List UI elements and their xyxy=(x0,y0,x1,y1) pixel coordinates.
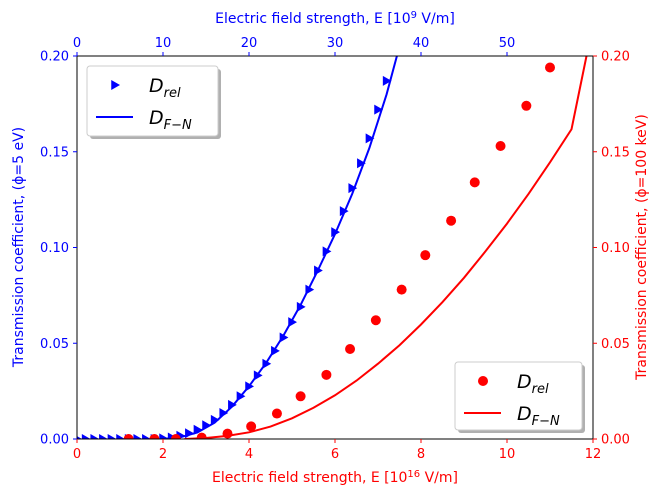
legend-label: Drel xyxy=(517,371,549,397)
y-left-tick-label: 0.05 xyxy=(40,337,69,352)
data-point-circle xyxy=(321,369,332,380)
data-point-triangle xyxy=(116,434,125,439)
data-point-circle xyxy=(396,284,407,295)
x-top-tick-label: 20 xyxy=(241,36,258,51)
x-top-tick-label: 50 xyxy=(499,36,516,51)
data-point-circle xyxy=(123,434,134,439)
data-point-triangle xyxy=(90,434,100,439)
data-point-triangle xyxy=(81,434,91,439)
x-top-tick-label: 30 xyxy=(327,36,344,51)
y-axis-right-label: Transmission coefficient, (ϕ=100 keV) xyxy=(634,114,650,381)
x-bottom-tick-label: 8 xyxy=(417,447,425,462)
x-bottom-tick-label: 2 xyxy=(159,447,167,462)
x-top-tick-label: 40 xyxy=(413,36,430,51)
data-point-circle xyxy=(469,177,480,188)
series-line xyxy=(184,55,588,439)
x-top-tick-label: 10 xyxy=(155,36,172,51)
data-point-triangle xyxy=(142,434,151,439)
x-axis-bottom-label: Electric field strength, E [1016 V/m] xyxy=(212,469,458,486)
data-point-triangle xyxy=(210,414,220,425)
y-right-tick-label: 0.05 xyxy=(601,337,630,352)
legend-box xyxy=(86,65,219,137)
data-point-triangle xyxy=(279,332,289,343)
series-line xyxy=(162,55,398,439)
x-bottom-tick-label: 10 xyxy=(499,447,516,462)
series-1-line xyxy=(162,55,398,439)
x-bottom-tick-label: 12 xyxy=(585,447,602,462)
data-point-circle xyxy=(271,408,282,419)
data-point-triangle xyxy=(382,75,392,86)
y-left-tick-label: 0.10 xyxy=(40,241,69,256)
legend-label: Drel xyxy=(149,75,181,101)
data-point-triangle xyxy=(77,436,82,439)
data-point-circle xyxy=(521,100,532,111)
data-point-circle xyxy=(420,250,431,261)
legend-label: DF−N xyxy=(517,403,560,429)
series-3-line xyxy=(184,55,588,439)
data-point-circle xyxy=(370,315,381,326)
legends: Drel DF−N Drel DF−N xyxy=(86,65,585,433)
y-left-tick-label: 0.00 xyxy=(40,433,69,448)
data-point-triangle xyxy=(99,434,108,439)
legend-triangle-symbol xyxy=(111,80,120,90)
y-left-tick-label: 0.15 xyxy=(40,145,69,160)
data-point-triangle xyxy=(133,434,143,439)
x-bottom-tick-label: 6 xyxy=(331,447,339,462)
legend-lower-right: Drel DF−N xyxy=(454,361,585,433)
data-point-circle xyxy=(446,215,457,226)
data-point-circle xyxy=(295,391,306,402)
data-point-circle xyxy=(545,62,555,73)
data-point-circle xyxy=(149,434,160,439)
data-point-triangle xyxy=(365,133,375,144)
data-point-circle xyxy=(170,434,181,439)
data-point-triangle xyxy=(159,433,168,439)
y-right-tick-label: 0.10 xyxy=(601,241,630,256)
data-point-circle xyxy=(345,343,356,354)
y-axis-left-label: Transmission coefficient, (ϕ=5 eV) xyxy=(11,127,27,368)
legend-label: DF−N xyxy=(149,107,192,133)
data-point-triangle xyxy=(357,158,366,169)
legend-circle-symbol xyxy=(478,376,488,386)
data-point-circle xyxy=(495,141,506,152)
data-point-circle xyxy=(246,421,257,432)
y-right-tick-label: 0.00 xyxy=(601,433,630,448)
y-left-tick-label: 0.20 xyxy=(40,50,69,65)
data-point-triangle xyxy=(348,183,358,194)
y-right-tick-label: 0.20 xyxy=(601,50,630,65)
x-axis-top-label: Electric field strength, E [109 V/m] xyxy=(215,10,455,27)
x-bottom-tick-label: 0 xyxy=(73,447,81,462)
legend-upper-left: Drel DF−N xyxy=(86,65,221,139)
x-bottom-tick-label: 4 xyxy=(245,447,253,462)
x-top-tick-label: 0 xyxy=(73,36,81,51)
data-point-triangle xyxy=(374,104,383,115)
y-right-tick-label: 0.15 xyxy=(601,145,630,160)
data-point-triangle xyxy=(107,434,117,439)
axis-ticks: 0 2 4 6 8 10 12 0 10 20 30 40 50 0.00 0.05 0.10 0.15 0.20… xyxy=(40,36,630,462)
data-marks xyxy=(77,55,588,439)
